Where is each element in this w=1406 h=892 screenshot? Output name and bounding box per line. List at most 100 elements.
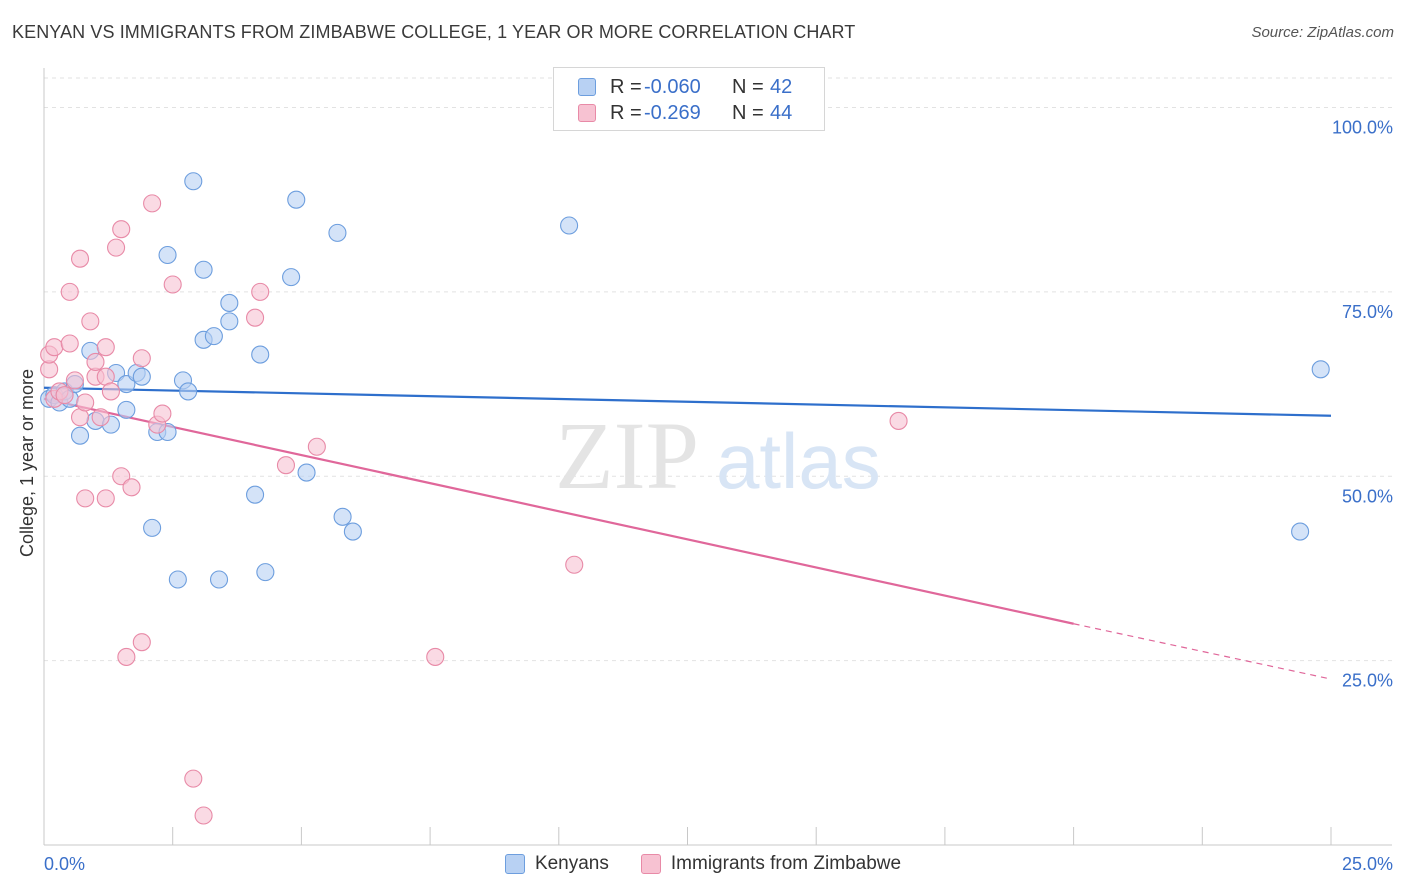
legend-n-value: 42	[770, 75, 793, 98]
legend-r-value: -0.060	[644, 75, 701, 98]
x-tick-label: 25.0%	[1342, 854, 1393, 874]
legend-r-value: -0.269	[644, 101, 701, 124]
point-zimbabwe	[81, 312, 100, 331]
series-legend: Kenyans Immigrants from Zimbabwe	[0, 851, 1406, 877]
point-zimbabwe	[45, 338, 64, 357]
point-zimbabwe	[251, 282, 270, 301]
point-zimbabwe	[565, 555, 584, 574]
point-kenyans	[132, 367, 151, 386]
point-zimbabwe	[143, 194, 162, 213]
y-axis-label: College, 1 year or more	[17, 369, 37, 557]
point-kenyans	[256, 563, 275, 582]
point-zimbabwe	[889, 411, 908, 430]
point-zimbabwe	[117, 647, 136, 666]
chart-title: KENYAN VS IMMIGRANTS FROM ZIMBABWE COLLE…	[12, 22, 856, 42]
point-kenyans	[251, 345, 270, 364]
point-zimbabwe	[91, 408, 110, 427]
point-zimbabwe	[112, 467, 131, 486]
point-zimbabwe	[276, 456, 296, 475]
point-zimbabwe	[246, 308, 265, 327]
trend-line-zimbabwe-extrapolated	[1073, 623, 1332, 680]
point-zimbabwe	[70, 249, 90, 268]
watermark-zip: ZIP	[555, 402, 699, 509]
point-kenyans	[179, 382, 198, 401]
legend-n-label: N =	[732, 101, 764, 124]
legend-row-zimbabwe: R = -0.269 N = 44	[578, 101, 792, 125]
watermark: ZIP atlas	[555, 402, 881, 509]
point-zimbabwe	[76, 393, 95, 412]
point-kenyans	[204, 327, 223, 346]
gridlines	[44, 77, 1392, 662]
legend-row-kenyans: R = -0.060 N = 42	[578, 75, 792, 99]
x-tick-label: 0.0%	[44, 854, 85, 874]
point-zimbabwe	[132, 349, 151, 368]
point-zimbabwe	[96, 338, 115, 357]
point-zimbabwe	[153, 404, 172, 423]
point-kenyans	[117, 400, 136, 419]
point-zimbabwe	[112, 220, 131, 239]
y-tick-label: 75.0%	[1342, 302, 1393, 322]
point-kenyans	[117, 375, 136, 394]
legend-r-label: R =	[610, 75, 642, 98]
point-kenyans	[282, 268, 301, 287]
point-kenyans	[143, 518, 162, 537]
legend-n-value: 44	[770, 101, 793, 124]
point-kenyans	[194, 260, 213, 279]
data-points	[40, 172, 1330, 825]
legend-swatch-blue	[578, 78, 596, 96]
legend-n-label: N =	[732, 75, 764, 98]
legend-item-zimbabwe: Immigrants from Zimbabwe	[640, 853, 902, 875]
point-kenyans	[209, 570, 229, 589]
point-zimbabwe	[184, 769, 203, 788]
point-zimbabwe	[122, 478, 141, 497]
trend-lines	[43, 386, 1332, 680]
point-kenyans	[1291, 522, 1310, 541]
point-kenyans	[220, 293, 239, 312]
correlation-legend: R = -0.060 N = 42 R = -0.269 N = 44	[553, 67, 825, 131]
legend-label: Kenyans	[534, 853, 609, 874]
y-tick-label: 100.0%	[1332, 118, 1393, 138]
axis-labels: College, 1 year or more	[17, 369, 37, 557]
point-kenyans	[70, 426, 90, 445]
legend-swatch-blue	[504, 854, 525, 874]
y-tick-label: 50.0%	[1342, 486, 1393, 506]
point-zimbabwe	[65, 371, 84, 390]
point-zimbabwe	[426, 647, 445, 666]
point-zimbabwe	[76, 489, 95, 508]
point-zimbabwe	[60, 282, 79, 301]
point-zimbabwe	[107, 238, 126, 257]
point-kenyans	[297, 463, 316, 482]
point-zimbabwe	[194, 806, 213, 825]
trend-line-zimbabwe	[43, 397, 1074, 625]
axes: 25.0% 50.0% 75.0% 100.0% 0.0% 25.0%	[43, 68, 1393, 874]
point-zimbabwe	[307, 437, 326, 456]
legend-swatch-pink	[578, 104, 596, 122]
point-kenyans	[246, 485, 265, 504]
point-kenyans	[1311, 360, 1330, 379]
point-kenyans	[287, 190, 306, 209]
point-zimbabwe	[96, 489, 115, 508]
point-kenyans	[328, 223, 347, 242]
point-zimbabwe	[86, 352, 105, 371]
legend-item-kenyans: Kenyans	[504, 853, 609, 875]
point-kenyans	[184, 172, 203, 191]
source-credit: Source: ZipAtlas.com	[1251, 24, 1394, 41]
legend-r-label: R =	[610, 101, 642, 124]
point-zimbabwe	[60, 334, 79, 353]
point-kenyans	[333, 507, 352, 526]
point-kenyans	[560, 216, 579, 235]
point-zimbabwe	[55, 386, 74, 405]
point-zimbabwe	[101, 382, 120, 401]
point-zimbabwe	[163, 275, 182, 294]
legend-label: Immigrants from Zimbabwe	[670, 853, 902, 874]
point-kenyans	[343, 522, 362, 541]
point-zimbabwe	[132, 633, 151, 652]
y-tick-label: 25.0%	[1342, 671, 1393, 691]
trend-line-kenyans	[43, 386, 1332, 417]
point-kenyans	[158, 245, 177, 265]
watermark-atlas: atlas	[716, 417, 881, 505]
point-kenyans	[220, 312, 239, 331]
legend-swatch-pink	[640, 854, 661, 874]
point-kenyans	[168, 570, 187, 589]
